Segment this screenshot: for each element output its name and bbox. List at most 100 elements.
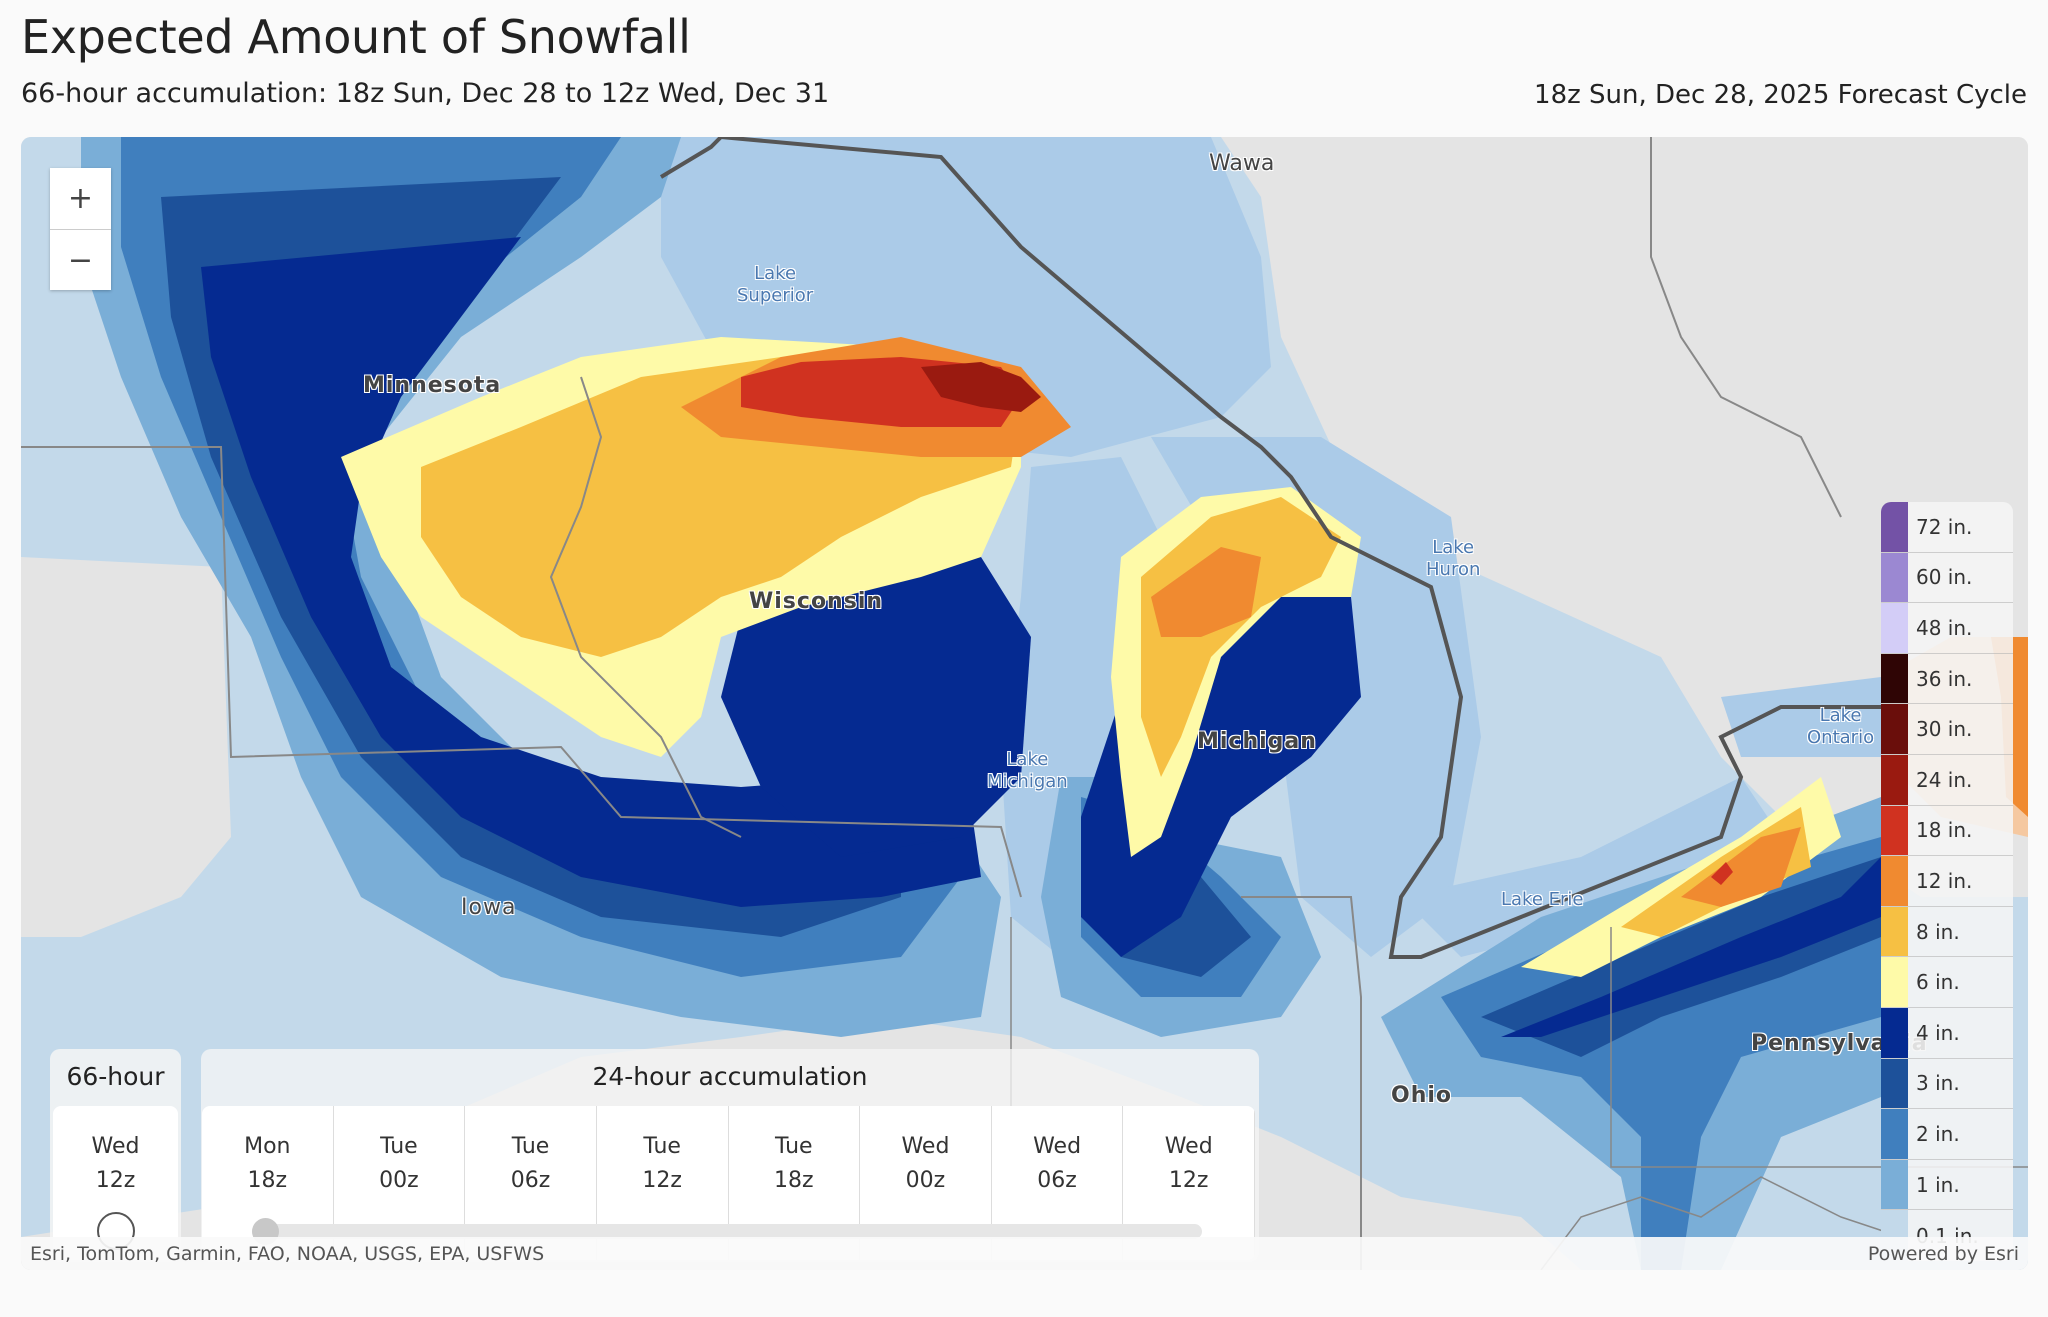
slot-day: Wed [1033,1134,1082,1159]
legend-item: 2 in. [1881,1109,2013,1160]
time-slot[interactable]: Wed 12z [1123,1106,1255,1260]
legend-swatch [1881,1109,1908,1159]
snowfall-layer [21,137,2028,1270]
slot-day: Wed [901,1134,950,1159]
legend-swatch [1881,906,1908,957]
legend-item: 30 in. [1881,704,2013,755]
page-title: Expected Amount of Snowfall [21,10,691,64]
legend-swatch [1881,552,1908,603]
attribution-sources: Esri, TomTom, Garmin, FAO, NOAA, USGS, E… [30,1242,545,1265]
slot-hour: 12z [1168,1168,1209,1193]
lake-label-line: Huron [1426,559,1481,580]
legend-item: 1 in. [1881,1159,2013,1211]
legend-label: 24 in. [1916,767,1973,792]
legend-item: 72 in. [1881,502,2013,553]
legend-label: 36 in. [1916,666,1973,691]
zoom-control: + − [50,168,111,290]
lake-label-erie: Lake Erie [1501,889,1584,910]
legend-item: 48 in. [1881,603,2013,654]
legend-item: 24 in. [1881,754,2013,806]
slot-hour: 00z [379,1168,419,1193]
time-slots: Mon 18z Tue 00z Tue 06z Tue 12z Tue 18z Wed 00… [202,1106,1255,1260]
legend-label: 12 in. [1916,868,1973,893]
legend-item: 3 in. [1881,1058,2013,1110]
lake-label-michigan: Lake Michigan [987,749,1068,793]
total-accumulation-option[interactable]: Wed 12z [53,1106,178,1260]
slot-hour: 18z [774,1168,814,1193]
time-slot[interactable]: Wed 00z [860,1106,992,1260]
zoom-in-button[interactable]: + [67,181,94,216]
legend-label: 2 in. [1916,1121,1960,1146]
legend-item: 8 in. [1881,906,2013,958]
lake-label-line: Michigan [987,771,1068,792]
time-slot[interactable]: Tue 18z [729,1106,861,1260]
slot-day: Tue [511,1134,550,1159]
legend-swatch [1881,754,1908,805]
legend-label: 48 in. [1916,615,1973,640]
powered-by-esri[interactable]: Powered by Esri [1867,1242,2019,1265]
city-label-wawa: Wawa [1209,151,1275,176]
slot-day: Mon [244,1134,291,1159]
lake-label-ontario: Lake Ontario [1807,705,1874,749]
attribution-bar: Esri, TomTom, Garmin, FAO, NOAA, USGS, E… [21,1237,2028,1270]
legend-swatch [1881,805,1908,856]
total-panel-header: 66-hour [66,1062,165,1091]
time-slot[interactable]: Tue 06z [465,1106,597,1260]
lake-label-huron: Lake Huron [1426,537,1480,581]
time-slider-track[interactable] [252,1224,1202,1239]
legend-label: 6 in. [1916,970,1960,995]
option-hour: 12z [95,1168,136,1193]
legend-swatch [1881,1058,1908,1109]
slot-hour: 00z [905,1168,946,1193]
slot-day: Tue [380,1134,418,1159]
lake-label-line: Lake [1819,705,1862,726]
legend-item: 6 in. [1881,957,2013,1008]
legend-label: 3 in. [1916,1071,1960,1096]
state-label-minnesota: Minnesota [363,373,502,398]
time-slot[interactable]: Tue 12z [597,1106,729,1260]
interval-accumulation-panel: 24-hour accumulation Mon 18z Tue 00z Tue 06… [201,1049,1259,1262]
snowfall-legend: 72 in. 60 in. 48 in. 36 in. 30 in. 24 in… [1881,502,2013,1261]
forecast-cycle: 18z Sun, Dec 28, 2025 Forecast Cycle [1534,80,2027,110]
option-day: Wed [91,1134,140,1159]
legend-item: 4 in. [1881,1007,2013,1059]
lake-label-line: Lake [1432,537,1475,558]
slot-day: Tue [775,1134,813,1159]
legend-swatch [1881,957,1908,1007]
state-label-ohio: Ohio [1391,1083,1453,1108]
legend-swatch [1881,603,1908,653]
legend-label: 18 in. [1916,818,1973,843]
legend-swatch [1881,704,1908,754]
zoom-out-button[interactable]: − [50,229,111,290]
lake-label-superior: Lake Superior [737,263,813,307]
legend-label: 60 in. [1916,565,1973,590]
legend-label: 8 in. [1916,919,1960,944]
lake-label-line: Lake [754,263,797,284]
state-label-wisconsin: Wisconsin [749,589,884,614]
slot-hour: 12z [642,1168,682,1193]
total-accumulation-panel: 66-hour Wed 12z [50,1049,181,1262]
legend-swatch [1881,502,1908,552]
legend-swatch [1881,1007,1908,1058]
accumulation-subtitle: 66-hour accumulation: 18z Sun, Dec 28 to… [21,78,830,109]
slot-hour: 06z [1037,1168,1077,1193]
time-slot[interactable]: Wed 06z [992,1106,1124,1260]
slot-hour: 18z [247,1168,288,1193]
slot-day: Tue [643,1134,681,1159]
lake-label-line: Superior [737,285,814,306]
slot-hour: 06z [510,1168,551,1193]
legend-label: 4 in. [1916,1020,1960,1045]
legend-label: 1 in. [1916,1172,1960,1197]
lake-label-line: Ontario [1807,727,1875,748]
time-slot[interactable]: Tue 00z [334,1106,466,1260]
legend-item: 60 in. [1881,552,2013,604]
slot-day: Wed [1164,1134,1213,1159]
legend-label: 30 in. [1916,717,1973,742]
legend-item: 12 in. [1881,856,2013,907]
state-label-iowa: Iowa [461,895,517,920]
legend-swatch [1881,1159,1908,1210]
state-label-michigan: Michigan [1197,729,1317,754]
snowfall-map[interactable]: + − Wawa Lake Superior Minnesota Wiscons… [21,137,2028,1270]
lake-label-line: Lake [1006,749,1049,770]
time-slot[interactable]: Mon 18z [202,1106,334,1260]
